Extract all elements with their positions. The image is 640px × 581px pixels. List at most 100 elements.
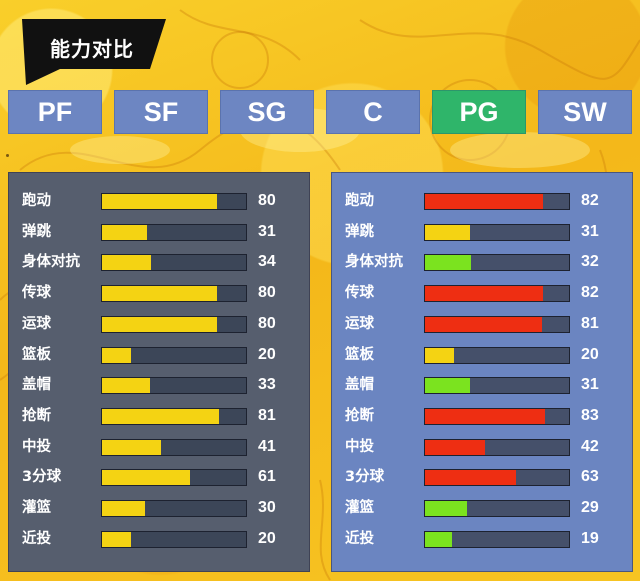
tab-pg[interactable]: PG — [432, 90, 526, 134]
stat-bar-fill — [102, 501, 146, 516]
stat-label: 篮板 — [22, 346, 51, 363]
stat-value: 34 — [258, 253, 276, 271]
stat-bar-fill — [425, 408, 545, 424]
stat-row: 运球 80 — [9, 312, 309, 336]
stat-bar-fill — [102, 224, 147, 240]
stat-row: 3分球 61 — [9, 465, 309, 489]
stat-value: 81 — [258, 406, 276, 424]
stat-bar-track — [101, 315, 247, 333]
stat-value: 41 — [258, 437, 276, 455]
stat-row: 运球 81 — [332, 312, 632, 336]
stat-bar-track — [101, 530, 247, 548]
stat-bar-track — [101, 285, 247, 303]
stat-bar-fill — [425, 255, 472, 271]
stat-label: 传球 — [22, 285, 51, 302]
stat-value: 31 — [581, 376, 599, 394]
stat-row: 中投 42 — [332, 435, 632, 459]
stat-value: 83 — [581, 406, 599, 424]
stat-row: 跑动 82 — [332, 189, 632, 213]
stat-value: 80 — [258, 284, 276, 302]
stat-bar-fill — [425, 224, 470, 240]
stat-bar-fill — [425, 378, 470, 394]
stat-value: 20 — [258, 345, 276, 363]
stat-value: 80 — [258, 314, 276, 332]
stat-label: 弹跳 — [345, 223, 374, 240]
stat-label: 盖帽 — [22, 377, 51, 394]
stat-bar-fill — [102, 408, 219, 424]
stat-label: 盖帽 — [345, 377, 374, 394]
stat-bar-track — [424, 377, 570, 395]
stat-label: 身体对抗 — [345, 254, 403, 271]
stat-row: 盖帽 33 — [9, 373, 309, 397]
stats-panel-left: 跑动 80 弹跳 31 身体对抗 34 传球 80 运球 80 篮板 20 盖帽 33 抢断 81 中投 41 3分… — [8, 172, 310, 572]
stat-label: 3分球 — [22, 469, 62, 486]
stat-row: 篮板 20 — [332, 343, 632, 367]
stat-label: 跑动 — [345, 193, 374, 209]
stat-bar-track — [424, 500, 570, 517]
stat-label: 中投 — [345, 438, 374, 455]
stat-label: 运球 — [345, 315, 374, 332]
stat-value: 63 — [581, 468, 599, 486]
stat-bar-fill — [425, 531, 453, 547]
stat-bar-track — [101, 438, 247, 456]
stat-value: 81 — [581, 314, 599, 332]
stat-bar-fill — [425, 194, 544, 209]
stat-bar-fill — [102, 470, 190, 486]
stat-bar-fill — [425, 286, 544, 302]
stat-label: 传球 — [345, 285, 374, 302]
tab-pf[interactable]: PF — [8, 90, 102, 134]
stat-row: 身体对抗 34 — [9, 250, 309, 274]
stat-bar-fill — [102, 439, 162, 455]
stat-bar-fill — [425, 501, 467, 516]
position-tabs: PF SF SG C PG SW — [0, 90, 640, 134]
stat-value: 82 — [581, 192, 599, 209]
stat-bar-fill — [425, 316, 542, 332]
stat-bar-fill — [425, 470, 516, 486]
stat-row: 灌篮 29 — [332, 496, 632, 520]
stat-value: 32 — [581, 253, 599, 271]
stat-bar-track — [101, 254, 247, 272]
stat-row: 传球 82 — [332, 281, 632, 305]
title-banner: 能力对比 — [22, 19, 166, 85]
stat-row: 弹跳 31 — [332, 220, 632, 244]
stat-bar-track — [424, 346, 570, 364]
stat-bar-track — [101, 223, 247, 241]
stat-bar-track — [101, 407, 247, 425]
stat-label: 近投 — [22, 530, 51, 547]
stat-value: 19 — [581, 529, 599, 547]
stat-label: 抢断 — [22, 407, 51, 424]
tab-label: C — [363, 96, 383, 127]
stat-row: 篮板 20 — [9, 343, 309, 367]
stat-row: 传球 80 — [9, 281, 309, 305]
tab-sg[interactable]: SG — [220, 90, 314, 134]
stat-label: 灌篮 — [345, 500, 374, 516]
tab-label: SF — [143, 96, 179, 127]
tab-sf[interactable]: SF — [114, 90, 208, 134]
stat-label: 近投 — [345, 530, 374, 547]
stat-label: 灌篮 — [22, 500, 51, 516]
stat-label: 跑动 — [22, 193, 51, 209]
stat-bar-fill — [102, 194, 218, 209]
decorative-dot — [6, 154, 9, 157]
stat-bar-fill — [102, 286, 218, 302]
stat-bar-fill — [425, 439, 486, 455]
stat-value: 80 — [258, 192, 276, 209]
stat-bar-fill — [102, 378, 150, 394]
stat-bar-track — [101, 377, 247, 395]
stat-bar-track — [424, 193, 570, 210]
stat-row: 盖帽 31 — [332, 373, 632, 397]
stat-row: 3分球 63 — [332, 465, 632, 489]
stat-bar-fill — [102, 255, 151, 271]
tab-sw[interactable]: SW — [538, 90, 632, 134]
stat-bar-track — [424, 254, 570, 272]
tab-c[interactable]: C — [326, 90, 420, 134]
stat-bar-fill — [102, 316, 218, 332]
stats-panel-right: 跑动 82 弹跳 31 身体对抗 32 传球 82 运球 81 篮板 20 盖帽 31 抢断 83 中投 42 3分… — [331, 172, 633, 572]
stat-value: 42 — [581, 437, 599, 455]
stat-row: 抢断 83 — [332, 404, 632, 428]
stat-label: 身体对抗 — [22, 254, 80, 271]
page-title: 能力对比 — [50, 37, 134, 61]
stat-value: 31 — [258, 222, 276, 240]
stat-bar-fill — [102, 531, 131, 547]
stat-bar-track — [101, 500, 247, 517]
